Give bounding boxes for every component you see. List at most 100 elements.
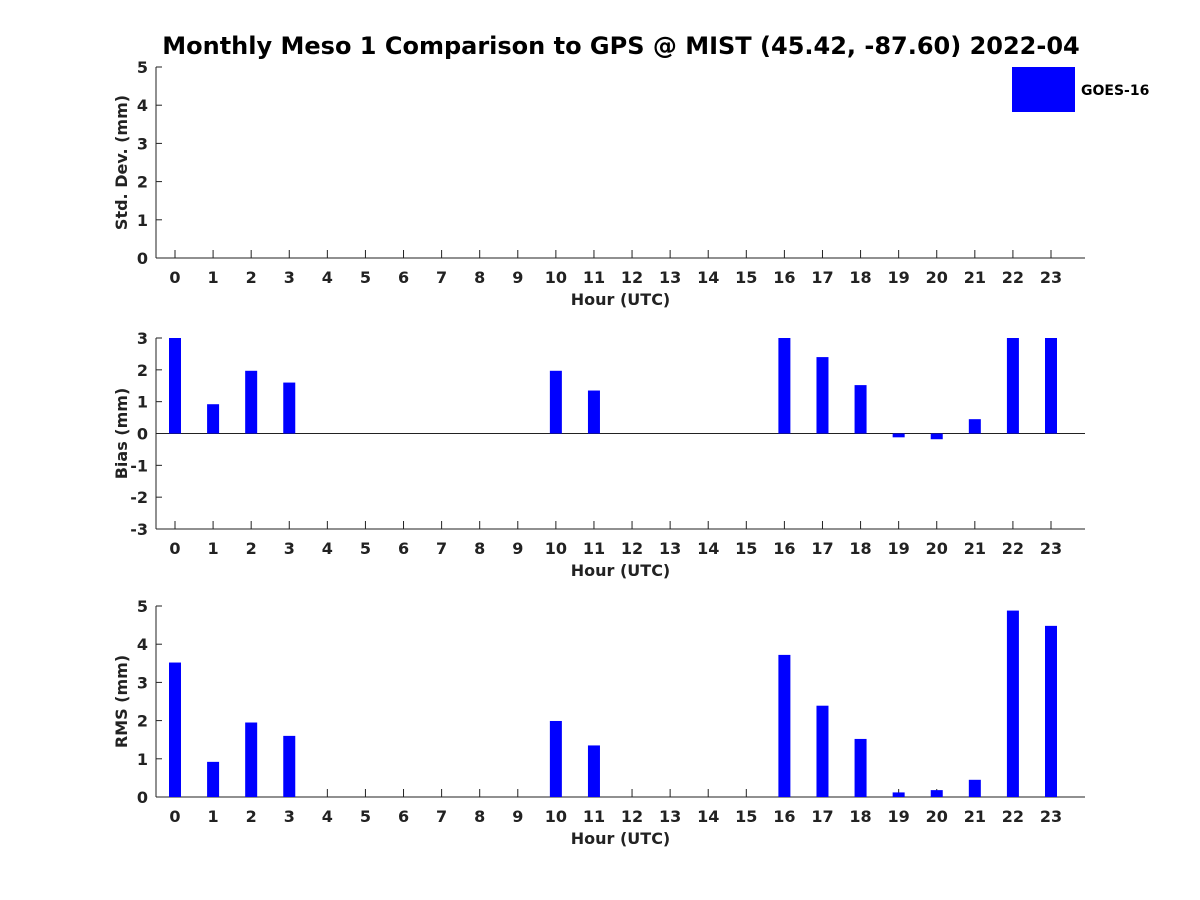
x-tick-label: 10: [545, 539, 567, 558]
x-tick-label: 23: [1040, 807, 1062, 826]
x-tick-label: 18: [849, 268, 871, 287]
x-tick-label: 17: [811, 807, 833, 826]
bar: [892, 792, 905, 797]
bar: [169, 662, 181, 797]
x-tick-label: 1: [208, 807, 219, 826]
x-tick-label: 21: [964, 539, 986, 558]
y-tick-label: -3: [130, 520, 148, 539]
x-tick-label: 12: [621, 268, 643, 287]
x-tick-label: 4: [322, 268, 333, 287]
x-tick-label: 1: [208, 539, 219, 558]
y-tick-label: 1: [137, 393, 148, 412]
x-tick-label: 9: [512, 268, 523, 287]
bar: [1006, 338, 1019, 434]
x-tick-label: 1: [208, 268, 219, 287]
x-tick-label: 5: [360, 539, 371, 558]
x-tick-label: 23: [1040, 268, 1062, 287]
x-tick-label: 11: [583, 539, 605, 558]
x-tick-label: 19: [888, 807, 910, 826]
bar: [778, 654, 791, 797]
bar: [207, 761, 220, 797]
x-tick-label: 10: [545, 268, 567, 287]
bar: [1045, 338, 1057, 434]
bar: [283, 735, 296, 797]
bar: [854, 385, 867, 434]
x-tick-label: 17: [811, 539, 833, 558]
x-tick-label: 7: [436, 539, 447, 558]
x-tick-label: 20: [926, 268, 948, 287]
x-tick-label: 21: [964, 807, 986, 826]
bar: [892, 433, 905, 438]
x-tick-label: 16: [773, 539, 795, 558]
bar: [1006, 610, 1019, 797]
x-tick-label: 19: [888, 268, 910, 287]
y-tick-label: 3: [137, 673, 148, 692]
x-tick-label: 4: [322, 539, 333, 558]
x-tick-label: 3: [284, 539, 295, 558]
x-tick-label: 0: [169, 539, 180, 558]
x-tick-label: 16: [773, 807, 795, 826]
bar: [930, 433, 943, 440]
y-tick-label: 0: [137, 788, 148, 807]
x-tick-label: 23: [1040, 539, 1062, 558]
y-tick-label: 5: [137, 597, 148, 616]
x-tick-label: 13: [659, 268, 681, 287]
x-tick-label: 20: [926, 807, 948, 826]
bar: [549, 720, 562, 797]
x-axis-label: Hour (UTC): [571, 561, 671, 580]
y-tick-label: 4: [137, 96, 148, 115]
bar: [1045, 625, 1057, 797]
bar: [587, 390, 600, 434]
y-tick-label: 3: [137, 134, 148, 153]
legend-swatch: [1012, 67, 1075, 112]
x-tick-label: 2: [246, 807, 257, 826]
x-tick-label: 3: [284, 268, 295, 287]
bar: [816, 705, 829, 797]
x-tick-label: 15: [735, 268, 757, 287]
y-tick-label: -1: [130, 456, 148, 475]
x-tick-label: 16: [773, 268, 795, 287]
bar: [968, 779, 981, 797]
x-tick-label: 8: [474, 268, 485, 287]
x-tick-label: 11: [583, 268, 605, 287]
y-axis-label: Std. Dev. (mm): [112, 95, 131, 230]
y-tick-label: 2: [137, 361, 148, 380]
chart-title: Monthly Meso 1 Comparison to GPS @ MIST …: [162, 32, 1079, 60]
x-tick-label: 2: [246, 539, 257, 558]
x-tick-label: 8: [474, 807, 485, 826]
bar: [778, 338, 791, 434]
y-tick-label: 1: [137, 211, 148, 230]
x-tick-label: 7: [436, 807, 447, 826]
x-tick-label: 5: [360, 807, 371, 826]
x-tick-label: 13: [659, 539, 681, 558]
bar: [968, 419, 981, 434]
y-tick-label: 3: [137, 329, 148, 348]
x-tick-label: 2: [246, 268, 257, 287]
x-tick-label: 21: [964, 268, 986, 287]
x-tick-label: 5: [360, 268, 371, 287]
bar: [207, 404, 220, 434]
legend-label: GOES-16: [1081, 83, 1149, 99]
x-tick-label: 6: [398, 539, 409, 558]
x-tick-label: 11: [583, 807, 605, 826]
x-tick-label: 6: [398, 268, 409, 287]
x-tick-label: 22: [1002, 539, 1024, 558]
x-tick-label: 9: [512, 807, 523, 826]
bar: [283, 382, 296, 434]
x-tick-label: 7: [436, 268, 447, 287]
x-tick-label: 14: [697, 268, 719, 287]
bar: [854, 738, 867, 797]
x-tick-label: 19: [888, 539, 910, 558]
x-tick-label: 20: [926, 539, 948, 558]
bar: [930, 790, 943, 797]
x-tick-label: 12: [621, 807, 643, 826]
y-axis-label: Bias (mm): [112, 388, 131, 480]
y-tick-label: 2: [137, 173, 148, 192]
y-tick-label: 0: [137, 249, 148, 268]
bar: [549, 370, 562, 434]
x-tick-label: 18: [849, 807, 871, 826]
x-tick-label: 15: [735, 539, 757, 558]
